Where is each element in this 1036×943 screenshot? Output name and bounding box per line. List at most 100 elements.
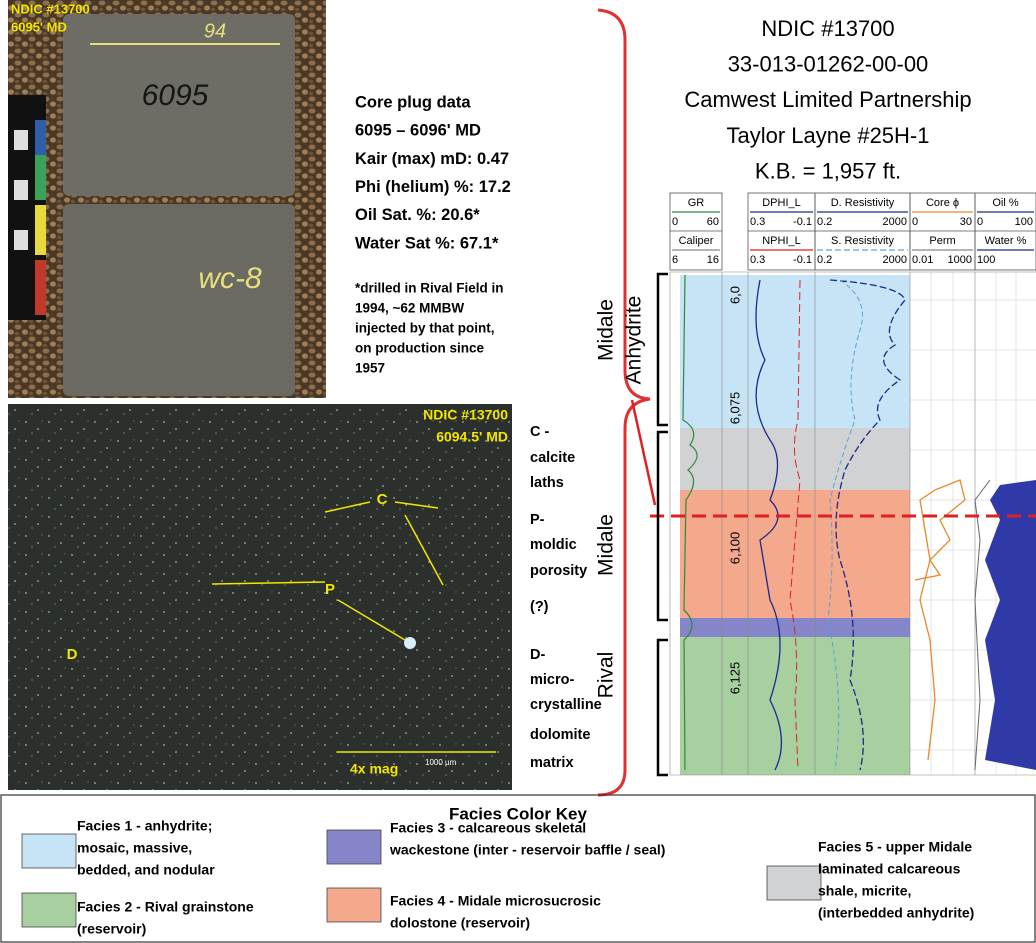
legend-text: Facies 2 - Rival grainstone — [77, 899, 254, 915]
well-header: Camwest Limited Partnership — [684, 87, 971, 112]
core-plug-line: Phi (helium) %: 17.2 — [355, 178, 511, 196]
curve-name: Caliper — [679, 235, 714, 247]
scale-max: -0.1 — [793, 254, 812, 266]
legend-swatch — [327, 888, 381, 922]
annotation: micro- — [530, 672, 574, 688]
legend-text: Facies 1 - anhydrite; — [77, 818, 212, 834]
scale-max: 60 — [707, 216, 719, 228]
scale-min: 0 — [912, 216, 918, 228]
marker-label: C — [377, 491, 388, 508]
well-header: 33-013-01262-00-00 — [728, 52, 929, 77]
legend-text: Facies 4 - Midale microsucrosic — [390, 893, 601, 909]
scale-label: 1 inch — [19, 286, 26, 305]
legend-text: bedded, and nodular — [77, 862, 215, 878]
depth-label: 6,100 — [727, 532, 742, 565]
scale-min: 0 — [672, 216, 678, 228]
scale-min: 0.3 — [750, 216, 765, 228]
annotation: P- — [530, 512, 545, 528]
scale-max: 16 — [707, 254, 719, 266]
annotation: crystalline — [530, 697, 602, 713]
note-line: *drilled in Rival Field in — [355, 281, 504, 296]
legend-text: Facies 5 - upper Midale — [818, 839, 972, 855]
curve-name: NPHI_L — [762, 235, 801, 247]
marker-label: D — [67, 646, 78, 663]
note-line: 1957 — [355, 361, 385, 376]
zone-label: Anhydrite — [623, 296, 646, 385]
core-plug-line: Water Sat %: 67.1* — [355, 234, 499, 252]
scale-max: 1000 — [948, 254, 972, 266]
legend-text: mosaic, massive, — [77, 840, 192, 856]
depth-label: 6,125 — [727, 662, 742, 695]
photo-label: 6095' MD — [11, 19, 67, 34]
depth-label: 6,0 — [727, 286, 742, 304]
note-line: on production since — [355, 341, 484, 356]
core-plug-line: Core plug data — [355, 93, 471, 111]
annotation: (?) — [530, 599, 549, 615]
legend-swatch — [22, 893, 76, 927]
legend-text: wackestone (inter - reservoir baffle / s… — [389, 842, 665, 858]
scale-bar-label: 1000 µm — [425, 758, 457, 767]
log-header: GR 0 60 Caliper6 16 DPHI_L 0.3 -0.1 NPHI_L 0.3 -0.… — [670, 193, 1036, 270]
curve-name: Core ϕ — [926, 197, 959, 209]
photo-label: 6094.5' MD — [436, 429, 508, 445]
pore — [404, 637, 416, 649]
zone-label: Midale — [595, 299, 618, 361]
core-photo — [8, 0, 326, 398]
depth-label: 6,075 — [727, 392, 742, 425]
scale-min: 0.01 — [912, 254, 933, 266]
legend-swatch — [22, 834, 76, 868]
annotation: porosity — [530, 563, 587, 579]
curve-name: S. Resistivity — [831, 235, 894, 247]
curve-name: Perm — [929, 235, 955, 247]
thin-section-photo — [8, 404, 512, 790]
log-body — [632, 272, 1036, 775]
well-header: NDIC #13700 — [761, 16, 894, 41]
legend-text: Facies 3 - calcareous skeletal — [390, 820, 586, 836]
annotation: D- — [530, 647, 545, 663]
scale-min: 6 — [672, 254, 678, 266]
legend-text: (interbedded anhydrite) — [818, 905, 974, 921]
curve-name: Water % — [985, 235, 1027, 247]
scale-max: 100 — [1015, 216, 1033, 228]
curve-name: GR — [688, 197, 705, 209]
legend-text: dolostone (reservoir) — [390, 915, 530, 931]
marker-label: P — [325, 581, 335, 598]
annotation: calcite — [530, 450, 575, 466]
annotation: C - — [530, 424, 550, 440]
magnification: 4x mag — [350, 761, 398, 777]
scale-min: 0.2 — [817, 216, 832, 228]
scale-min: 0.2 — [817, 254, 832, 266]
zone-label: Midale — [595, 514, 618, 576]
scale-max: 30 — [960, 216, 972, 228]
legend-text: (reservoir) — [77, 921, 146, 937]
core-plug-line: 6095 – 6096' MD — [355, 122, 481, 140]
legend-text: laminated calcareous — [818, 861, 961, 877]
scale-min: 0 — [977, 216, 983, 228]
core-marking: 94 — [204, 20, 226, 42]
note-line: injected by that point, — [355, 321, 495, 336]
scale-min: 100 — [977, 254, 995, 266]
scale-max: 2000 — [883, 254, 907, 266]
core-plug-line: Oil Sat. %: 20.6* — [355, 206, 480, 224]
legend-swatch — [327, 830, 381, 864]
annotation: moldic — [530, 537, 577, 553]
curve-name: D. Resistivity — [831, 197, 895, 209]
curve-name: DPHI_L — [762, 197, 801, 209]
core-marking: 6095 — [142, 79, 209, 112]
well-header: Taylor Layne #25H-1 — [726, 123, 929, 148]
annotation: matrix — [530, 755, 574, 771]
note-line: 1994, ~62 MMBW — [355, 301, 464, 316]
photo-label: NDIC #13700 — [423, 407, 508, 423]
curve-name: Oil % — [992, 197, 1019, 209]
legend-swatch — [767, 866, 821, 900]
well-header: K.B. = 1,957 ft. — [755, 159, 901, 184]
scale-max: -0.1 — [793, 216, 812, 228]
photo-label: NDIC #13700 — [11, 1, 90, 16]
annotation: dolomite — [530, 727, 590, 743]
annotation: laths — [530, 475, 564, 491]
scale-min: 0.3 — [750, 254, 765, 266]
legend-text: shale, micrite, — [818, 883, 911, 899]
scale-max: 2000 — [883, 216, 907, 228]
zone-label: Rival — [595, 652, 618, 699]
core-plug-line: Kair (max) mD: 0.47 — [355, 150, 509, 168]
